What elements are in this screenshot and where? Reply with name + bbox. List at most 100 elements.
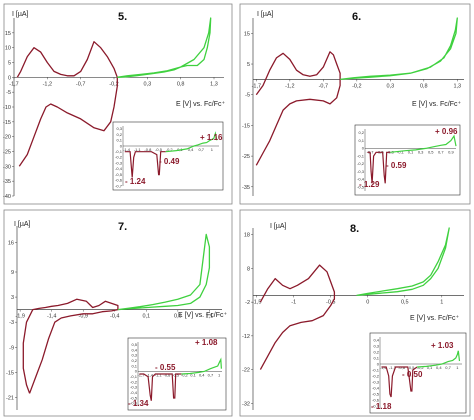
inset-y-tick-label: -0,4 xyxy=(130,390,138,395)
x-tick-label: 1,3 xyxy=(453,83,461,89)
inset-y-tick-label: -0,1 xyxy=(115,149,123,154)
x-tick-label: -1,5 xyxy=(252,299,261,305)
y-tick-label: 10 xyxy=(5,46,11,52)
inset-plot: 0,50,40,30,20,10-0,1-0,2-0,3-0,4-0,5-0,6… xyxy=(127,337,227,411)
peak-annotation: + 1.16 xyxy=(200,133,223,142)
y-axis-label: I [µA] xyxy=(12,11,29,18)
y-tick-label: -12 xyxy=(242,334,250,340)
inset-x-tick-label: -0,8 xyxy=(164,372,172,377)
x-tick-label: -0,7 xyxy=(76,81,85,87)
inset-y-tick-label: 0 xyxy=(377,361,380,366)
peak-annotation: - 0.59 xyxy=(386,161,407,170)
y-tick-label: -40 xyxy=(3,194,11,200)
x-tick-label: 0,6 xyxy=(174,314,182,320)
inset-x-tick-label: -1,4 xyxy=(123,147,131,152)
y-tick-label: -25 xyxy=(3,150,11,156)
inset-x-tick-label: -0,1 xyxy=(397,149,405,154)
x-tick-label: 1 xyxy=(440,299,443,305)
y-axis-label: I [µA] xyxy=(14,221,31,228)
inset-y-tick-label: -0,3 xyxy=(115,160,123,165)
x-tick-label: 1,1 xyxy=(206,314,214,320)
panel-2: 15 5 -5 -15 -25 -35 -1,7 -1,2 -0,7 -0,2 0,3 0,8 1,3 6… xyxy=(239,3,471,205)
inset-y-tick-label: -0,7 xyxy=(115,183,123,188)
y-tick-label: -20 xyxy=(3,135,11,141)
x-tick-label: -0,2 xyxy=(109,81,118,87)
x-axis-label: E [V] vs. Fc/Fc⁺ xyxy=(410,315,460,322)
series-line-red xyxy=(259,264,336,370)
peak-annotation: - 1.34 xyxy=(128,399,149,408)
inset-x-tick-label: 0,1 xyxy=(408,149,414,154)
inset-x-tick-label: 0,9 xyxy=(448,149,454,154)
inset-y-tick-label: -0,2 xyxy=(115,155,123,160)
inset-series-red xyxy=(139,373,182,401)
x-tick-label: 1,3 xyxy=(210,81,218,87)
inset-y-tick-label: -0,6 xyxy=(130,401,138,406)
y-tick-label: -15 xyxy=(242,123,250,129)
inset-series-green xyxy=(165,131,218,153)
series-line-green xyxy=(117,17,212,78)
inset-x-tick-label: -0,2 xyxy=(417,365,425,370)
inset-y-tick-label: -0,7 xyxy=(372,403,380,408)
x-tick-label: -0,2 xyxy=(352,83,361,89)
inset-x-tick-label: 0,3 xyxy=(418,149,424,154)
inset-series-red xyxy=(124,151,166,178)
y-tick-label: -2 xyxy=(245,300,250,306)
x-tick-label: -0,7 xyxy=(319,83,328,89)
inset-y-tick-label: 0,1 xyxy=(116,138,122,143)
inset-y-tick-label: 0,5 xyxy=(131,342,137,347)
inset-y-tick-label: 0,2 xyxy=(131,358,137,363)
peak-annotation: - 1.18 xyxy=(371,402,392,411)
x-tick-label: 0,5 xyxy=(401,299,409,305)
y-tick-label: 5 xyxy=(247,62,250,68)
inset-plot: 0,20,10-0,1-0,2-0,3-0,4-0,5-0,7 -0,5 -0,3-… xyxy=(354,124,461,196)
inset-y-tick-label: -0,5 xyxy=(115,172,123,177)
inset-x-tick-label: 1 xyxy=(211,147,214,152)
x-tick-label: -1,4 xyxy=(47,314,56,320)
inset-x-tick-label: 0,4 xyxy=(188,147,194,152)
inset-x-tick-label: -0,5 xyxy=(407,365,415,370)
peak-annotation: + 0.96 xyxy=(435,127,458,136)
inset-y-tick-label: -0,3 xyxy=(357,169,365,174)
x-tick-label: -1,7 xyxy=(9,81,18,87)
inset-x-tick-label: 0,1 xyxy=(190,372,196,377)
y-tick-label: -10 xyxy=(3,105,11,111)
inset-x-tick-label: 1 xyxy=(218,372,221,377)
inset-y-tick-label: 0 xyxy=(135,369,138,374)
y-tick-label: -15 xyxy=(3,120,11,126)
x-tick-label: -1,7 xyxy=(252,83,261,89)
inset-y-tick-label: 0 xyxy=(362,146,365,151)
inset-series-red xyxy=(381,366,418,398)
series-line-red xyxy=(16,41,118,167)
inset-plot: 0,40,30,20,10-0,1-0,2-0,3-0,4-0,5-0,6-0,… xyxy=(369,332,467,414)
inset-y-tick-label: -0,5 xyxy=(130,395,138,400)
inset-y-tick-label: 0,2 xyxy=(358,130,364,135)
inset-y-tick-label: 0,2 xyxy=(116,132,122,137)
x-tick-label: 0,3 xyxy=(144,81,152,87)
x-tick-label: 0 xyxy=(366,299,369,305)
panel-frame xyxy=(3,3,233,205)
inset-series-green xyxy=(390,134,457,153)
inset-y-tick-label: -0,2 xyxy=(130,379,138,384)
y-tick-label: 9 xyxy=(11,270,14,276)
y-tick-label: 5 xyxy=(8,61,11,67)
inset-y-tick-label: -0,4 xyxy=(115,166,123,171)
inset-y-tick-label: -0,5 xyxy=(372,391,380,396)
x-tick-label: 0,3 xyxy=(386,83,394,89)
inset-y-tick-label: 0,2 xyxy=(373,349,379,354)
inset-frame xyxy=(112,121,224,191)
inset-y-tick-label: -0,2 xyxy=(357,161,365,166)
inset-x-tick-label: -0,2 xyxy=(166,147,174,152)
inset-y-tick-label: 0,1 xyxy=(358,138,364,143)
y-axis-label: I [µA] xyxy=(257,11,274,18)
panel-3: 16 9 3 -3 -9 -15 -21 -1,9 -1,4 -0,9 -0,4 0,1 0,6 1,1 7… xyxy=(3,209,233,417)
inset-x-tick-label: -1,1 xyxy=(155,372,163,377)
inset-x-tick-label: 0,4 xyxy=(436,365,442,370)
x-tick-label: -1,2 xyxy=(43,81,52,87)
inset-x-tick-label: 0,4 xyxy=(199,372,205,377)
x-tick-label: 0,8 xyxy=(420,83,428,89)
inset-x-tick-label: 0,1 xyxy=(427,365,433,370)
inset-y-tick-label: -0,4 xyxy=(372,385,380,390)
y-tick-label: -9 xyxy=(9,345,14,351)
